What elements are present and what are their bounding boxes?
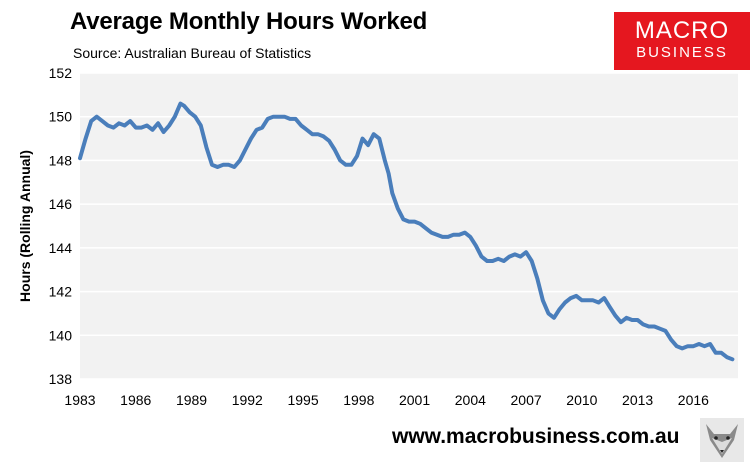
y-tick-label: 144	[49, 240, 73, 256]
x-tick-label: 1983	[64, 392, 95, 408]
x-tick-label: 2001	[399, 392, 430, 408]
y-tick-label: 140	[49, 327, 73, 343]
logo-text-business: BUSINESS	[636, 44, 728, 61]
x-axis-ticks: 1983 1986 1989 1992 1995 1998 2001 2004 2007 2010…	[64, 392, 709, 408]
logo-text-macro: MACRO	[634, 17, 730, 44]
x-tick-label: 1989	[176, 392, 207, 408]
x-tick-label: 2013	[622, 392, 653, 408]
line-chart: 138 140 142 144 146 148 150 152 1983 1986 1989 199…	[17, 65, 738, 408]
fox-icon	[700, 418, 744, 462]
x-tick-label: 2010	[566, 392, 597, 408]
x-tick-label: 1986	[120, 392, 151, 408]
x-tick-label: 2016	[678, 392, 709, 408]
x-tick-label: 1992	[232, 392, 263, 408]
x-tick-label: 1995	[287, 392, 318, 408]
y-tick-label: 152	[49, 65, 73, 81]
y-axis-label: Hours (Rolling Annual)	[17, 150, 33, 302]
chart-title: Average Monthly Hours Worked	[70, 8, 428, 35]
series-line	[78, 101, 735, 362]
plot-area	[80, 73, 738, 379]
chart-subtitle: Source: Australian Bureau of Statistics	[73, 45, 312, 61]
x-tick-label: 2007	[511, 392, 542, 408]
y-tick-label: 146	[49, 196, 73, 212]
y-tick-label: 150	[49, 109, 73, 125]
y-tick-label: 138	[49, 371, 73, 387]
gridlines	[80, 72, 738, 380]
x-tick-label: 1998	[343, 392, 374, 408]
y-tick-label: 148	[49, 152, 73, 168]
y-tick-label: 142	[49, 284, 73, 300]
macrobusiness-logo: MACRO BUSINESS	[614, 12, 750, 70]
x-tick-label: 2004	[455, 392, 486, 408]
y-axis-ticks: 138 140 142 144 146 148 150 152	[49, 65, 73, 387]
footer-url[interactable]: www.macrobusiness.com.au	[392, 425, 680, 448]
